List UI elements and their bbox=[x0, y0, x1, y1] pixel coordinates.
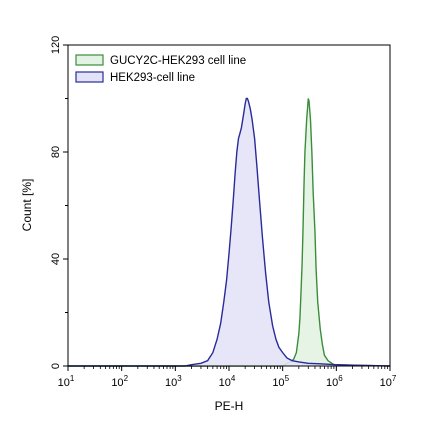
y-tick-label: 0 bbox=[50, 363, 62, 369]
legend-swatch-0 bbox=[75, 54, 104, 66]
x-tick-label: 105 bbox=[272, 374, 289, 389]
y-tick-label: 80 bbox=[50, 146, 62, 158]
legend-swatch-1 bbox=[75, 71, 104, 83]
x-tick-label: 101 bbox=[58, 374, 75, 389]
series-layer bbox=[68, 97, 391, 367]
series-0-area bbox=[68, 98, 390, 366]
legend-label-1: HEK293-cell line bbox=[110, 72, 195, 84]
legend: GUCY2C-HEK293 cell line HEK293-cell line bbox=[75, 54, 246, 84]
series-0-line bbox=[68, 98, 391, 367]
x-tick-label: 102 bbox=[111, 374, 128, 389]
series-1-area bbox=[68, 98, 390, 366]
y-tick-label: 120 bbox=[50, 36, 62, 54]
y-axis-label: Count [%] bbox=[20, 179, 34, 232]
x-tick-label: 104 bbox=[219, 374, 236, 389]
x-tick-label: 106 bbox=[326, 374, 343, 389]
y-axis: 0 40 80 120 bbox=[50, 36, 68, 369]
y-tick-label: 40 bbox=[50, 253, 62, 265]
legend-label-0: GUCY2C-HEK293 cell line bbox=[110, 55, 246, 67]
x-axis-label: PE-H bbox=[215, 399, 244, 413]
series-1-line bbox=[68, 97, 391, 367]
x-axis: 101 102 103 104 105 106 107 bbox=[58, 366, 397, 389]
x-tick-label: 107 bbox=[380, 374, 397, 389]
x-tick-label: 103 bbox=[165, 374, 182, 389]
